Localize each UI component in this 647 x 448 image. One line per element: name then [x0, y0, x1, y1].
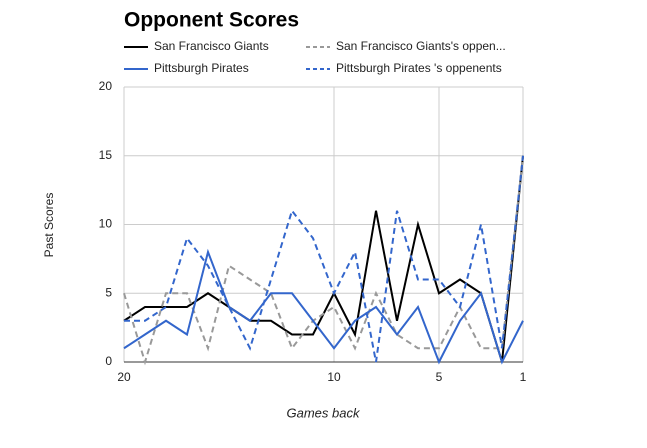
legend-label: Pittsburgh Pirates — [154, 61, 249, 75]
y-axis-title: Past Scores — [42, 193, 56, 258]
x-tick-label: 1 — [520, 370, 527, 384]
y-tick-label: 10 — [99, 217, 113, 231]
series-line — [123, 248, 524, 365]
x-axis-title: Games back — [287, 405, 361, 420]
legend-label: San Francisco Giants — [154, 39, 269, 53]
x-tick-label: 20 — [117, 370, 131, 384]
chart-title: Opponent Scores — [124, 9, 299, 32]
y-tick-label: 15 — [99, 148, 113, 162]
legend-label: San Francisco Giants's oppen... — [336, 39, 506, 53]
x-tick-label: 10 — [327, 370, 341, 384]
series-line — [123, 155, 524, 366]
y-tick-label: 5 — [105, 285, 112, 299]
x-tick-label: 5 — [436, 370, 443, 384]
series-line — [124, 155, 524, 363]
legend-label: Pittsburgh Pirates 's oppenents — [336, 61, 502, 75]
y-tick-label: 0 — [105, 354, 112, 368]
y-tick-label: 20 — [99, 79, 113, 93]
